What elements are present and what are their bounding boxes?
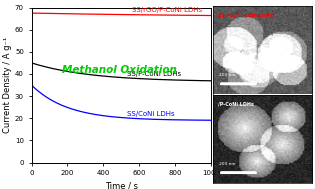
X-axis label: Time / s: Time / s [105, 182, 138, 189]
Text: /P-CoNi LDHs: /P-CoNi LDHs [218, 102, 254, 107]
Text: SS/P-CoNi LDHs: SS/P-CoNi LDHs [127, 71, 181, 77]
Text: SS/CoNi LDHs: SS/CoNi LDHs [127, 111, 174, 117]
Text: Methanol Oxidation: Methanol Oxidation [62, 65, 177, 74]
Text: SS/rGO/P-CoNi LDHs: SS/rGO/P-CoNi LDHs [218, 13, 272, 18]
Y-axis label: Current Density / A g⁻¹: Current Density / A g⁻¹ [3, 37, 12, 133]
Text: SS/rGO/P-CoNi LDHs: SS/rGO/P-CoNi LDHs [132, 7, 202, 13]
Text: 200 nm: 200 nm [219, 162, 235, 166]
Text: 200 nm: 200 nm [219, 73, 235, 77]
